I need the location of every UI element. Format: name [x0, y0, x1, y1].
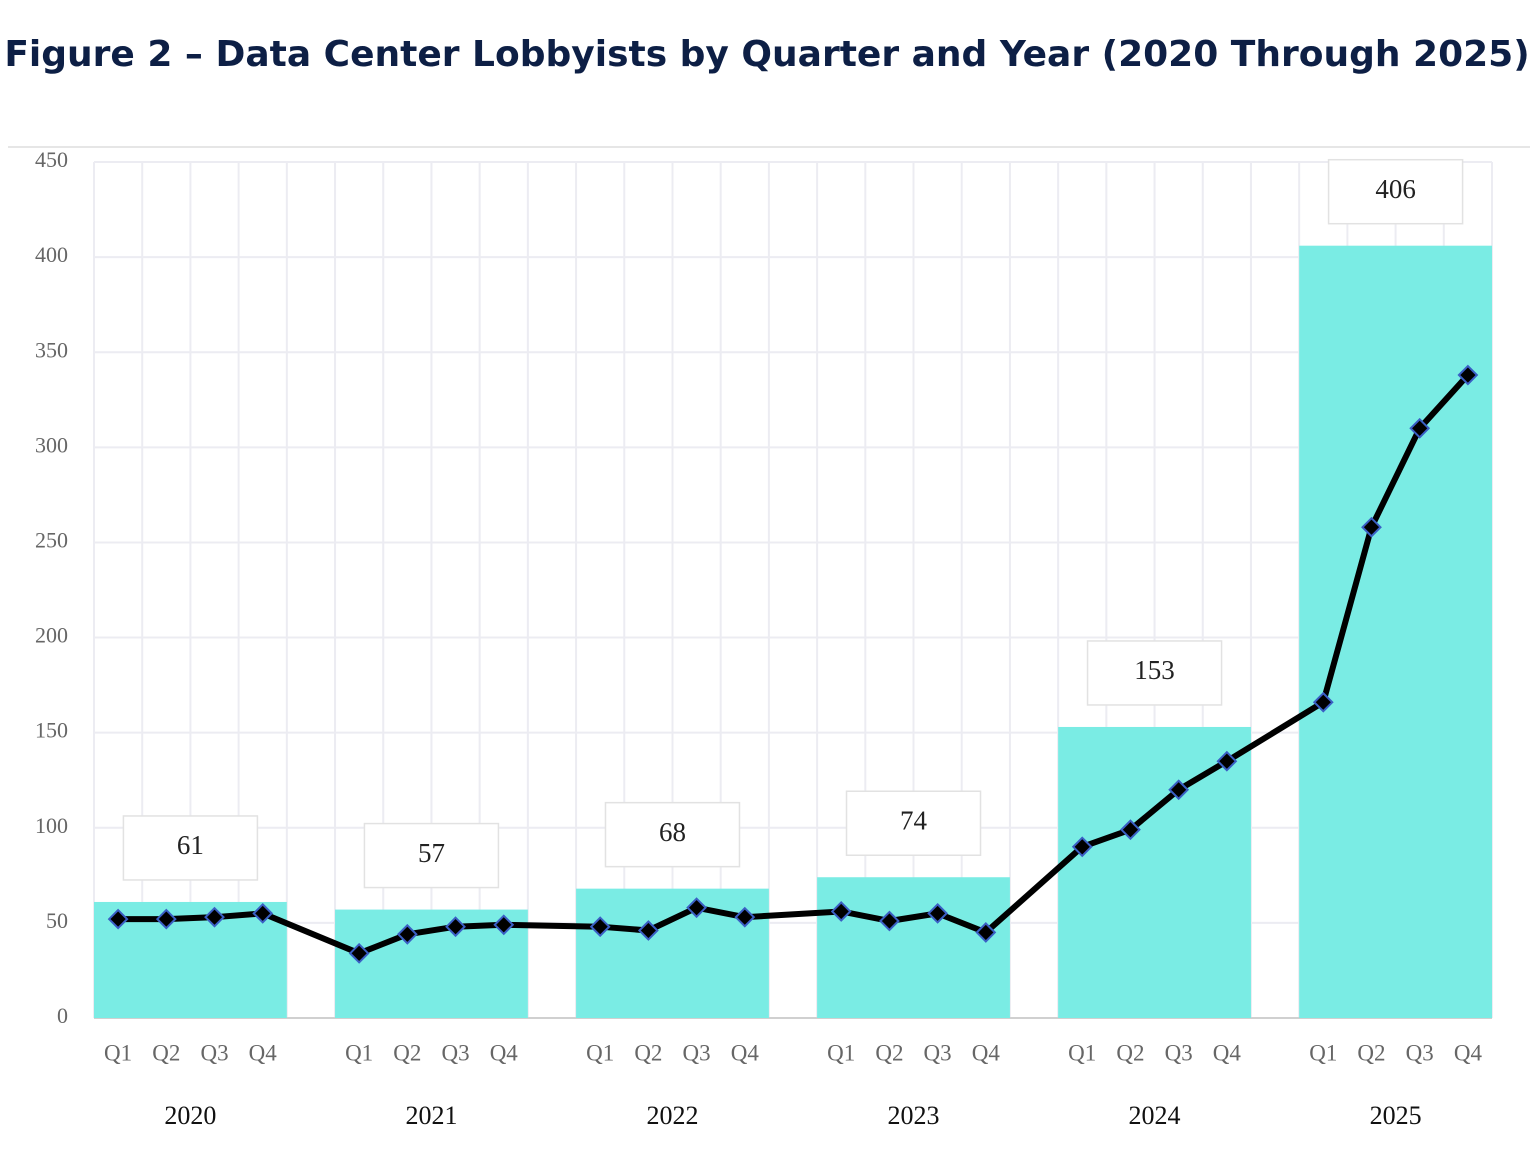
quarter-label: Q4	[731, 1040, 760, 1065]
value-label-box	[1086, 640, 1223, 706]
quarter-label: Q4	[249, 1040, 278, 1065]
quarter-label: Q3	[441, 1040, 469, 1065]
line-marker	[445, 916, 466, 938]
quarter-label: Q2	[1357, 1040, 1385, 1065]
y-tick-label: 200	[35, 623, 68, 648]
y-tick-label: 250	[35, 527, 68, 552]
value-label: 74	[900, 805, 928, 835]
value-label: 57	[418, 838, 445, 868]
line-marker	[878, 910, 900, 932]
y-tick-label: 300	[35, 432, 68, 457]
line-marker	[975, 921, 997, 943]
value-label: 406	[1375, 174, 1416, 204]
line	[118, 373, 1471, 957]
line-marker	[686, 897, 708, 919]
chart-title: Figure 2 – Data Center Lobbyists by Quar…	[4, 34, 1529, 75]
quarter-label: Q1	[586, 1040, 614, 1065]
quarter-label: Q4	[1213, 1040, 1242, 1065]
quarter-label: Q1	[1068, 1040, 1096, 1065]
y-tick-label: 50	[46, 908, 68, 933]
line-marker	[396, 923, 418, 945]
quarter-label: Q2	[634, 1040, 662, 1065]
line-marker	[589, 916, 611, 938]
quarter-label: Q1	[1309, 1040, 1337, 1065]
value-label-box	[845, 790, 982, 856]
line-marker	[830, 901, 852, 922]
y-tick-label: 450	[35, 147, 68, 172]
quarter-label: Q3	[1406, 1040, 1434, 1065]
line-marker	[927, 902, 949, 924]
quarter-label: Q4	[972, 1040, 1001, 1065]
line-marker	[252, 902, 274, 924]
y-tick-label: 0	[57, 1003, 68, 1028]
year-label: 2020	[164, 1101, 216, 1130]
line-marker	[1216, 750, 1238, 772]
value-label-box	[122, 815, 259, 881]
line-marker	[1120, 819, 1141, 841]
year-label: 2024	[1129, 1101, 1181, 1130]
y-tick-label: 150	[35, 718, 68, 743]
quarter-label: Q2	[1116, 1040, 1144, 1065]
quarter-label: Q3	[683, 1040, 711, 1065]
quarter-label: Q2	[152, 1040, 180, 1065]
quarter-label: Q1	[104, 1040, 132, 1065]
line-marker	[107, 908, 129, 930]
line-marker	[348, 942, 370, 964]
line-marker	[1168, 779, 1190, 801]
bar	[1299, 245, 1492, 1019]
line-marker	[493, 914, 515, 936]
value-label-box	[363, 822, 500, 889]
line-marker	[1312, 691, 1334, 713]
line-marker	[1409, 417, 1431, 439]
quarter-label: Q2	[393, 1040, 421, 1065]
value-label: 153	[1134, 655, 1175, 685]
year-label: 2025	[1370, 1101, 1422, 1130]
quarter-label: Q3	[1165, 1040, 1193, 1065]
line-marker	[1361, 516, 1382, 538]
value-label: 68	[659, 817, 686, 847]
line-marker	[204, 906, 225, 928]
year-label: 2022	[646, 1101, 698, 1130]
value-label-box	[604, 801, 741, 868]
year-label: 2023	[888, 1101, 940, 1130]
line-marker	[155, 908, 177, 930]
quarter-label: Q3	[200, 1040, 228, 1065]
bar	[1058, 726, 1251, 1018]
quarter-label: Q2	[875, 1040, 903, 1065]
y-tick-label: 350	[35, 337, 68, 362]
value-label-box	[1327, 158, 1464, 225]
quarter-label: Q4	[490, 1040, 519, 1065]
line-marker	[637, 920, 659, 941]
quarter-label: Q4	[1454, 1040, 1483, 1065]
quarter-label: Q3	[924, 1040, 952, 1065]
quarter-label: Q1	[827, 1040, 855, 1065]
line-marker	[1071, 836, 1093, 858]
line-marker	[1457, 364, 1479, 386]
y-tick-label: 100	[35, 813, 68, 838]
y-tick-label: 400	[35, 242, 68, 267]
line-marker	[734, 906, 756, 928]
year-label: 2021	[405, 1101, 457, 1130]
bar	[817, 877, 1010, 1018]
quarter-label: Q1	[345, 1040, 373, 1065]
value-label: 61	[177, 830, 204, 860]
bar	[576, 888, 769, 1018]
